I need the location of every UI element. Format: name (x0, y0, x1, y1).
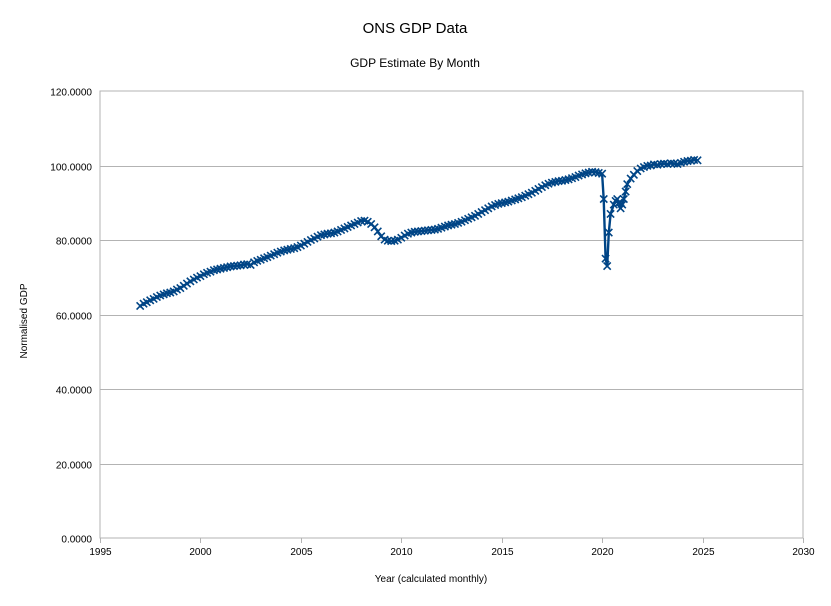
gridlines (100, 166, 803, 465)
data-point-marker (229, 261, 239, 271)
y-tick-label: 120.0000 (50, 88, 92, 99)
data-point-marker (606, 209, 615, 219)
x-tick-label: 1995 (89, 547, 112, 558)
x-tick-label: 2015 (491, 547, 514, 558)
y-axis-tick-labels: 0.0000 20.0000 40.0000 60.0000 80.0000 100.00… (50, 88, 92, 546)
data-point-marker (602, 261, 612, 271)
x-tick-label: 2010 (390, 547, 413, 558)
y-tick-label: 60.0000 (56, 312, 93, 323)
y-tick-label: 0.0000 (61, 535, 92, 546)
data-point-marker (693, 156, 702, 165)
chart-subtitle: GDP Estimate By Month (350, 56, 480, 70)
y-tick-label: 20.0000 (56, 461, 93, 472)
data-point-marker (601, 254, 610, 263)
x-axis-tick-labels: 1995 2000 2005 2010 2015 2020 2025 2030 (89, 538, 815, 558)
data-point-marker (597, 169, 607, 178)
series-gdp (136, 155, 702, 311)
data-point-marker (373, 227, 382, 236)
data-point-marker (239, 260, 249, 269)
y-tick-label: 100.0000 (50, 163, 92, 174)
x-tick-label: 2020 (591, 547, 614, 558)
x-tick-label: 2030 (792, 547, 815, 558)
y-tick-label: 40.0000 (56, 386, 93, 397)
data-point-marker (619, 194, 629, 204)
data-point-marker (623, 179, 632, 189)
y-axis-label: Normalised GDP (19, 283, 30, 358)
data-point-marker (656, 159, 665, 169)
data-point-marker (621, 187, 630, 196)
x-axis-label: Year (calculated monthly) (375, 574, 487, 585)
data-point-marker (410, 227, 419, 236)
data-point-marker (599, 194, 608, 204)
x-tick-label: 2025 (692, 547, 715, 558)
y-tick-label: 80.0000 (56, 237, 93, 248)
x-tick-label: 2005 (290, 547, 313, 558)
data-point-marker (420, 226, 429, 235)
data-point-marker (666, 159, 676, 168)
x-tick-label: 2000 (189, 547, 212, 558)
plot-area-border (99, 90, 804, 539)
data-point-marker (604, 228, 613, 237)
chart-title: ONS GDP Data (363, 20, 468, 37)
